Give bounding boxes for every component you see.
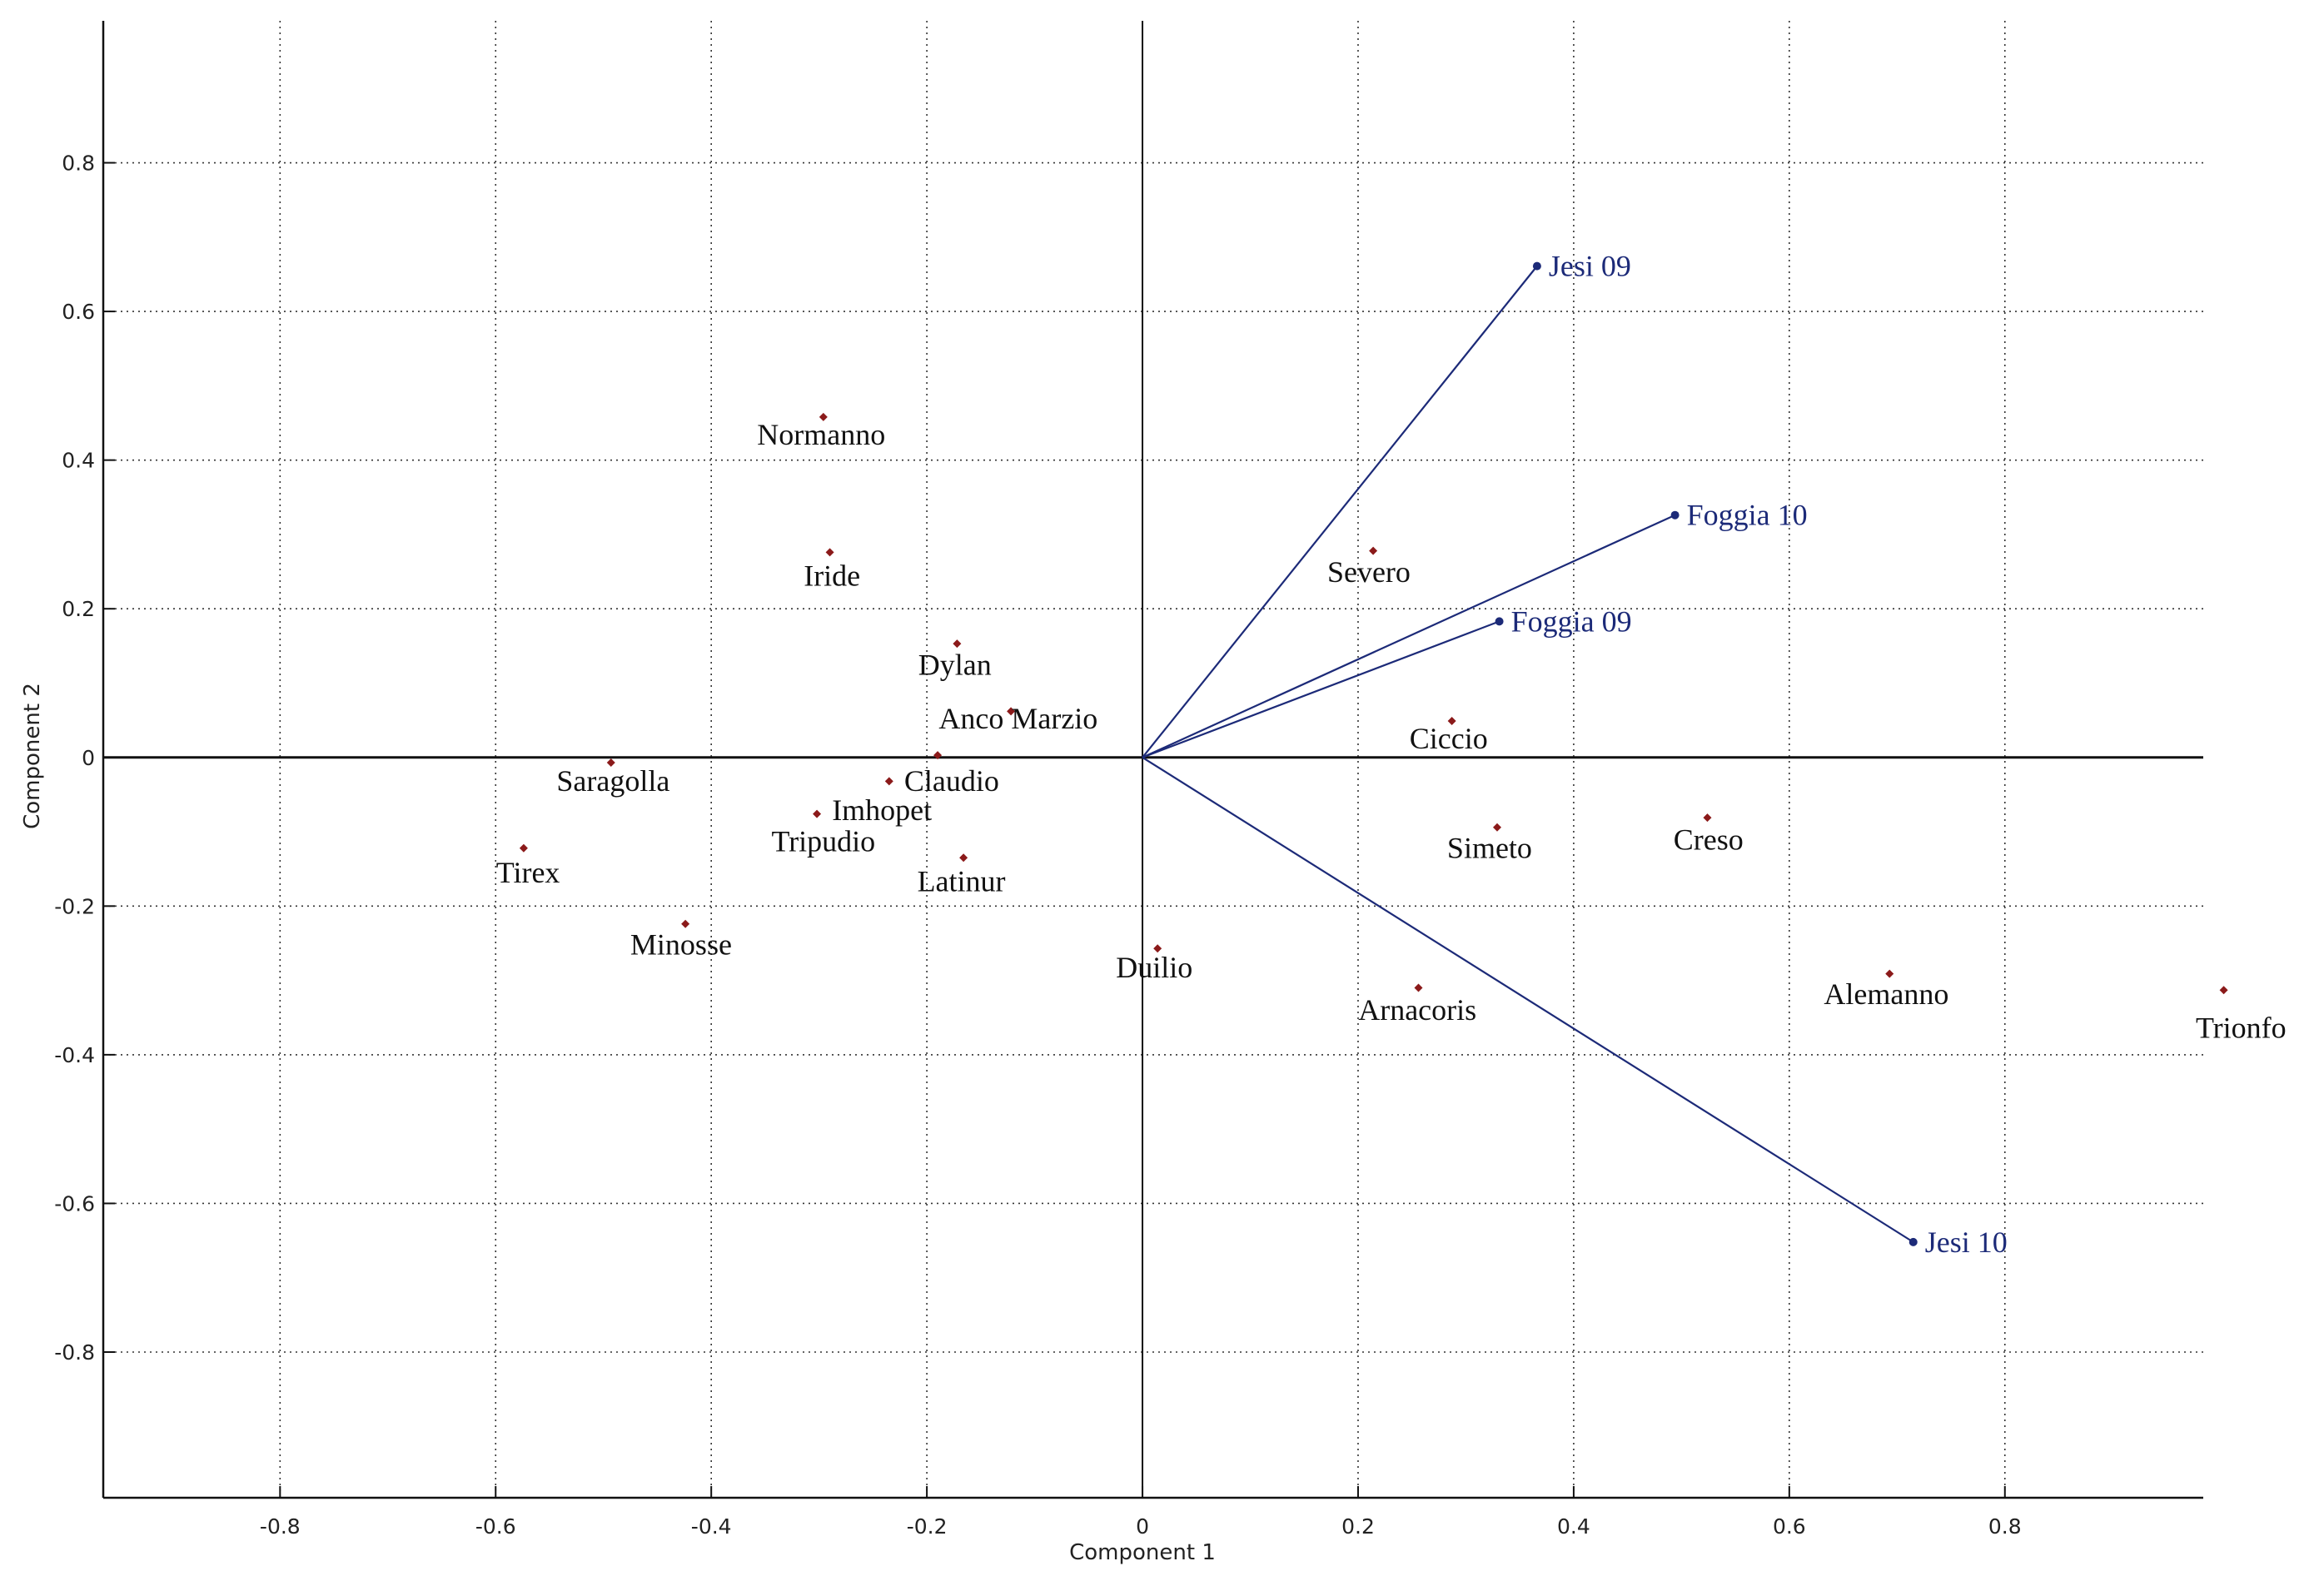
point-label: Simeto [1447, 831, 1532, 864]
y-axis-title: Component 2 [20, 683, 45, 829]
axes: -0.8 -0.6 -0.4 -0.2 0 0.2 0.4 0.6 0.8 -0.8 -0.6 -0.… [54, 21, 2203, 1539]
data-point [519, 843, 528, 853]
y-tick-label: -0.8 [54, 1340, 95, 1365]
data-point [1492, 823, 1501, 832]
point-label: Iride [804, 559, 860, 593]
data-point [1007, 707, 1016, 716]
point-label: Normanno [757, 418, 885, 451]
vector-line [1142, 756, 1914, 1243]
labels: Jesi 09 Foggia 10 Foggia 09 Jesi 10 Normanno… [496, 250, 2287, 1259]
y-tick-label: 0.4 [62, 449, 95, 473]
y-tick-label: -0.4 [54, 1043, 95, 1067]
x-tick-label: -0.6 [475, 1514, 516, 1539]
point-label: Anco Marzio [938, 702, 1097, 735]
data-point [2219, 986, 2228, 995]
vector-endpoint [1532, 261, 1541, 271]
vector-line [1142, 514, 1676, 758]
y-tick-label: 0.2 [62, 597, 95, 621]
data-point [813, 809, 822, 818]
data-point [825, 548, 834, 557]
data-point [1447, 717, 1456, 726]
point-label: Ciccio [1410, 722, 1488, 755]
y-tick-label: 0.8 [62, 152, 95, 176]
data-point [819, 412, 828, 421]
point-label: Tripudio [771, 824, 875, 858]
x-tick-label: 0.4 [1557, 1514, 1590, 1539]
point-label: Severo [1327, 555, 1411, 589]
data-point [681, 919, 690, 928]
point-label: Tirex [496, 856, 560, 889]
vector-label: Jesi 09 [1549, 250, 1631, 283]
score-points [519, 412, 2228, 995]
loading-vectors [1142, 261, 1918, 1246]
vector-label: Foggia 09 [1511, 604, 1632, 638]
y-tick-label: 0 [82, 746, 95, 770]
vector-endpoint [1670, 510, 1680, 520]
x-tick-label: -0.2 [907, 1514, 948, 1539]
data-point [1885, 969, 1894, 978]
y-tick-label: -0.6 [54, 1191, 95, 1216]
vector-label: Foggia 10 [1687, 499, 1808, 532]
point-label: Saragolla [556, 764, 669, 798]
grid-lines [103, 21, 2203, 1498]
point-label: Creso [1674, 823, 1744, 856]
vector-endpoint [1908, 1237, 1918, 1246]
data-point [953, 639, 962, 649]
x-axis-title: Component 1 [1069, 1540, 1216, 1565]
data-point [606, 758, 615, 768]
point-label: Duilio [1116, 951, 1192, 984]
point-label: Alemanno [1824, 977, 1948, 1011]
data-point [1369, 546, 1378, 555]
vector-line [1142, 620, 1500, 758]
point-label: Dylan [918, 649, 992, 682]
data-point [959, 853, 968, 863]
data-point [884, 777, 893, 786]
x-tick-label: 0.8 [1988, 1514, 2022, 1539]
x-tick-label: 0.2 [1341, 1514, 1375, 1539]
point-label: Trionfo [2196, 1011, 2287, 1044]
vector-endpoint [1495, 617, 1504, 626]
y-tick-label: 0.6 [62, 300, 95, 324]
x-tick-label: 0 [1136, 1514, 1149, 1539]
x-tick-label: -0.4 [691, 1514, 732, 1539]
x-tick-label: -0.8 [260, 1514, 301, 1539]
point-label: Claudio [904, 764, 999, 798]
y-tick-label: -0.2 [54, 894, 95, 918]
point-label: Minosse [630, 927, 732, 961]
point-label: Imhopet [832, 793, 932, 827]
data-point [933, 751, 943, 760]
data-point [1414, 983, 1423, 992]
point-label: Arnacoris [1358, 993, 1476, 1027]
point-label: Latinur [918, 864, 1006, 897]
data-point [1703, 813, 1712, 823]
data-point [1153, 944, 1162, 953]
vector-label: Jesi 10 [1925, 1226, 2008, 1259]
vector-line [1142, 265, 1538, 758]
x-tick-label: 0.6 [1773, 1514, 1806, 1539]
